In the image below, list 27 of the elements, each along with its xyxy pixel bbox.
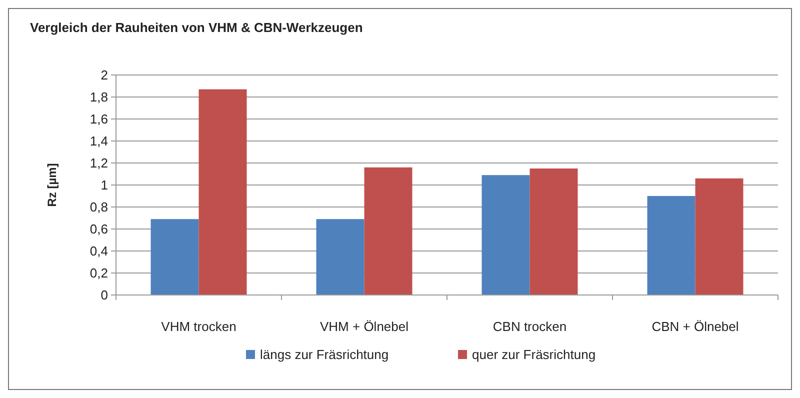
x-tick-label: CBN + Ölnebel [652,319,739,334]
bar [316,219,364,295]
x-tick-label: CBN trocken [492,319,567,334]
y-tick-label: 2 [100,68,108,83]
x-tick-label: VHM + Ölnebel [320,319,409,334]
bar [647,196,696,295]
y-tick-label: 0,6 [90,222,108,237]
bar [150,219,199,295]
legend-label: quer zur Fräsrichtung [472,347,596,362]
y-tick-label: 1,2 [90,156,108,171]
bar [198,89,247,295]
y-tick-label: 0,8 [90,200,108,215]
bar [482,175,530,295]
legend-label: längs zur Fräsrichtung [260,347,389,362]
y-tick-label: 1,4 [90,134,108,149]
chart-title: Vergleich der Rauheiten von VHM & CBN-Werkzeugen [30,20,363,35]
y-tick-label: 1 [100,178,108,193]
y-tick-label: 0,2 [90,266,108,281]
x-tick-label: VHM trocken [161,319,236,334]
bar [695,178,744,295]
bar [364,167,412,295]
bar [530,168,578,295]
y-axis-title: Rz [µm] [45,163,59,207]
y-tick-label: 0,4 [90,244,108,259]
y-tick-label: 1,8 [90,90,108,105]
y-tick-label: 1,6 [90,112,108,127]
y-tick-label: 0 [100,288,108,303]
